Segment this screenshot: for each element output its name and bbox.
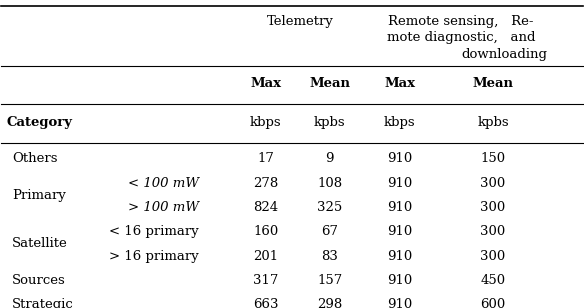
Text: 824: 824 bbox=[253, 201, 279, 214]
Text: kbps: kbps bbox=[250, 116, 281, 129]
Text: kpbs: kpbs bbox=[314, 116, 346, 129]
Text: 300: 300 bbox=[481, 201, 506, 214]
Text: 298: 298 bbox=[317, 298, 342, 308]
Text: mote diagnostic,   and: mote diagnostic, and bbox=[387, 31, 535, 44]
Text: 157: 157 bbox=[317, 274, 342, 287]
Text: 325: 325 bbox=[317, 201, 342, 214]
Text: 450: 450 bbox=[481, 274, 506, 287]
Text: 910: 910 bbox=[387, 274, 412, 287]
Text: Mean: Mean bbox=[472, 77, 513, 90]
Text: Others: Others bbox=[12, 152, 58, 165]
Text: 83: 83 bbox=[321, 250, 338, 263]
Text: < 100 mW: < 100 mW bbox=[128, 177, 199, 190]
Text: 150: 150 bbox=[481, 152, 506, 165]
Text: > 16 primary: > 16 primary bbox=[109, 250, 199, 263]
Text: Sources: Sources bbox=[12, 274, 66, 287]
Text: 910: 910 bbox=[387, 177, 412, 190]
Text: 663: 663 bbox=[253, 298, 279, 308]
Text: Strategic: Strategic bbox=[12, 298, 74, 308]
Text: kpbs: kpbs bbox=[477, 116, 509, 129]
Text: 300: 300 bbox=[481, 225, 506, 238]
Text: Remote sensing,   Re-: Remote sensing, Re- bbox=[388, 15, 534, 28]
Text: Telemetry: Telemetry bbox=[267, 15, 334, 28]
Text: 278: 278 bbox=[253, 177, 279, 190]
Text: Category: Category bbox=[6, 116, 72, 129]
Text: 300: 300 bbox=[481, 250, 506, 263]
Text: Max: Max bbox=[251, 77, 281, 90]
Text: 160: 160 bbox=[253, 225, 279, 238]
Text: 300: 300 bbox=[481, 177, 506, 190]
Text: 201: 201 bbox=[253, 250, 279, 263]
Text: 910: 910 bbox=[387, 225, 412, 238]
Text: Satellite: Satellite bbox=[12, 237, 68, 250]
Text: 17: 17 bbox=[258, 152, 274, 165]
Text: 910: 910 bbox=[387, 250, 412, 263]
Text: > 100 mW: > 100 mW bbox=[128, 201, 199, 214]
Text: 9: 9 bbox=[326, 152, 334, 165]
Text: Max: Max bbox=[384, 77, 415, 90]
Text: < 16 primary: < 16 primary bbox=[109, 225, 199, 238]
Text: Mean: Mean bbox=[310, 77, 350, 90]
Text: 910: 910 bbox=[387, 201, 412, 214]
Text: 600: 600 bbox=[481, 298, 506, 308]
Text: Primary: Primary bbox=[12, 189, 66, 202]
Text: 108: 108 bbox=[317, 177, 342, 190]
Text: 910: 910 bbox=[387, 298, 412, 308]
Text: 317: 317 bbox=[253, 274, 279, 287]
Text: downloading: downloading bbox=[461, 48, 547, 61]
Text: 67: 67 bbox=[321, 225, 338, 238]
Text: 910: 910 bbox=[387, 152, 412, 165]
Text: kbps: kbps bbox=[384, 116, 416, 129]
